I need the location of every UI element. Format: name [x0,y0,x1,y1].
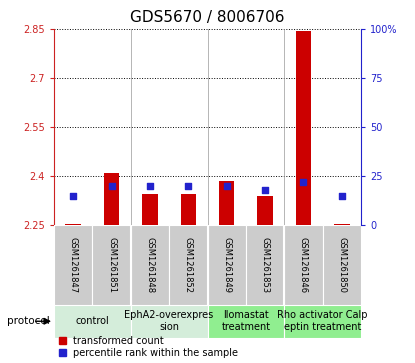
Bar [208,225,246,305]
Text: GSM1261852: GSM1261852 [184,237,193,293]
Bar [181,194,196,225]
Bar [323,225,361,305]
Text: protocol: protocol [7,316,50,326]
Bar [93,225,131,305]
Text: Rho activator Calp
eptin treatment: Rho activator Calp eptin treatment [277,310,368,332]
Text: GSM1261846: GSM1261846 [299,237,308,293]
Bar [142,194,158,225]
Text: llomastat
treatment: llomastat treatment [221,310,271,332]
Text: GSM1261851: GSM1261851 [107,237,116,293]
Bar [334,224,349,225]
Bar [169,225,208,305]
Bar [257,196,273,225]
Bar [54,225,92,305]
Point [70,193,76,199]
Bar [284,305,361,338]
Text: GSM1261853: GSM1261853 [261,237,270,293]
Text: GSM1261850: GSM1261850 [337,237,347,293]
Point [146,183,153,189]
Legend: transformed count, percentile rank within the sample: transformed count, percentile rank withi… [59,336,238,358]
Point [185,183,192,189]
Bar [219,181,234,225]
Bar [131,225,169,305]
Point [223,183,230,189]
Point [108,183,115,189]
Text: GSM1261848: GSM1261848 [145,237,154,293]
Bar [246,225,284,305]
Bar [284,225,323,305]
Point [339,193,345,199]
Point [262,187,269,193]
Text: EphA2-overexpres
sion: EphA2-overexpres sion [124,310,214,332]
Text: GSM1261847: GSM1261847 [68,237,78,293]
Bar [54,305,131,338]
Bar [131,305,208,338]
Bar [66,224,81,225]
Text: GSM1261849: GSM1261849 [222,237,231,293]
Bar [296,30,311,225]
Point [300,179,307,185]
Text: control: control [76,316,109,326]
Bar [104,173,119,225]
Bar [208,305,284,338]
Title: GDS5670 / 8006706: GDS5670 / 8006706 [130,10,285,25]
